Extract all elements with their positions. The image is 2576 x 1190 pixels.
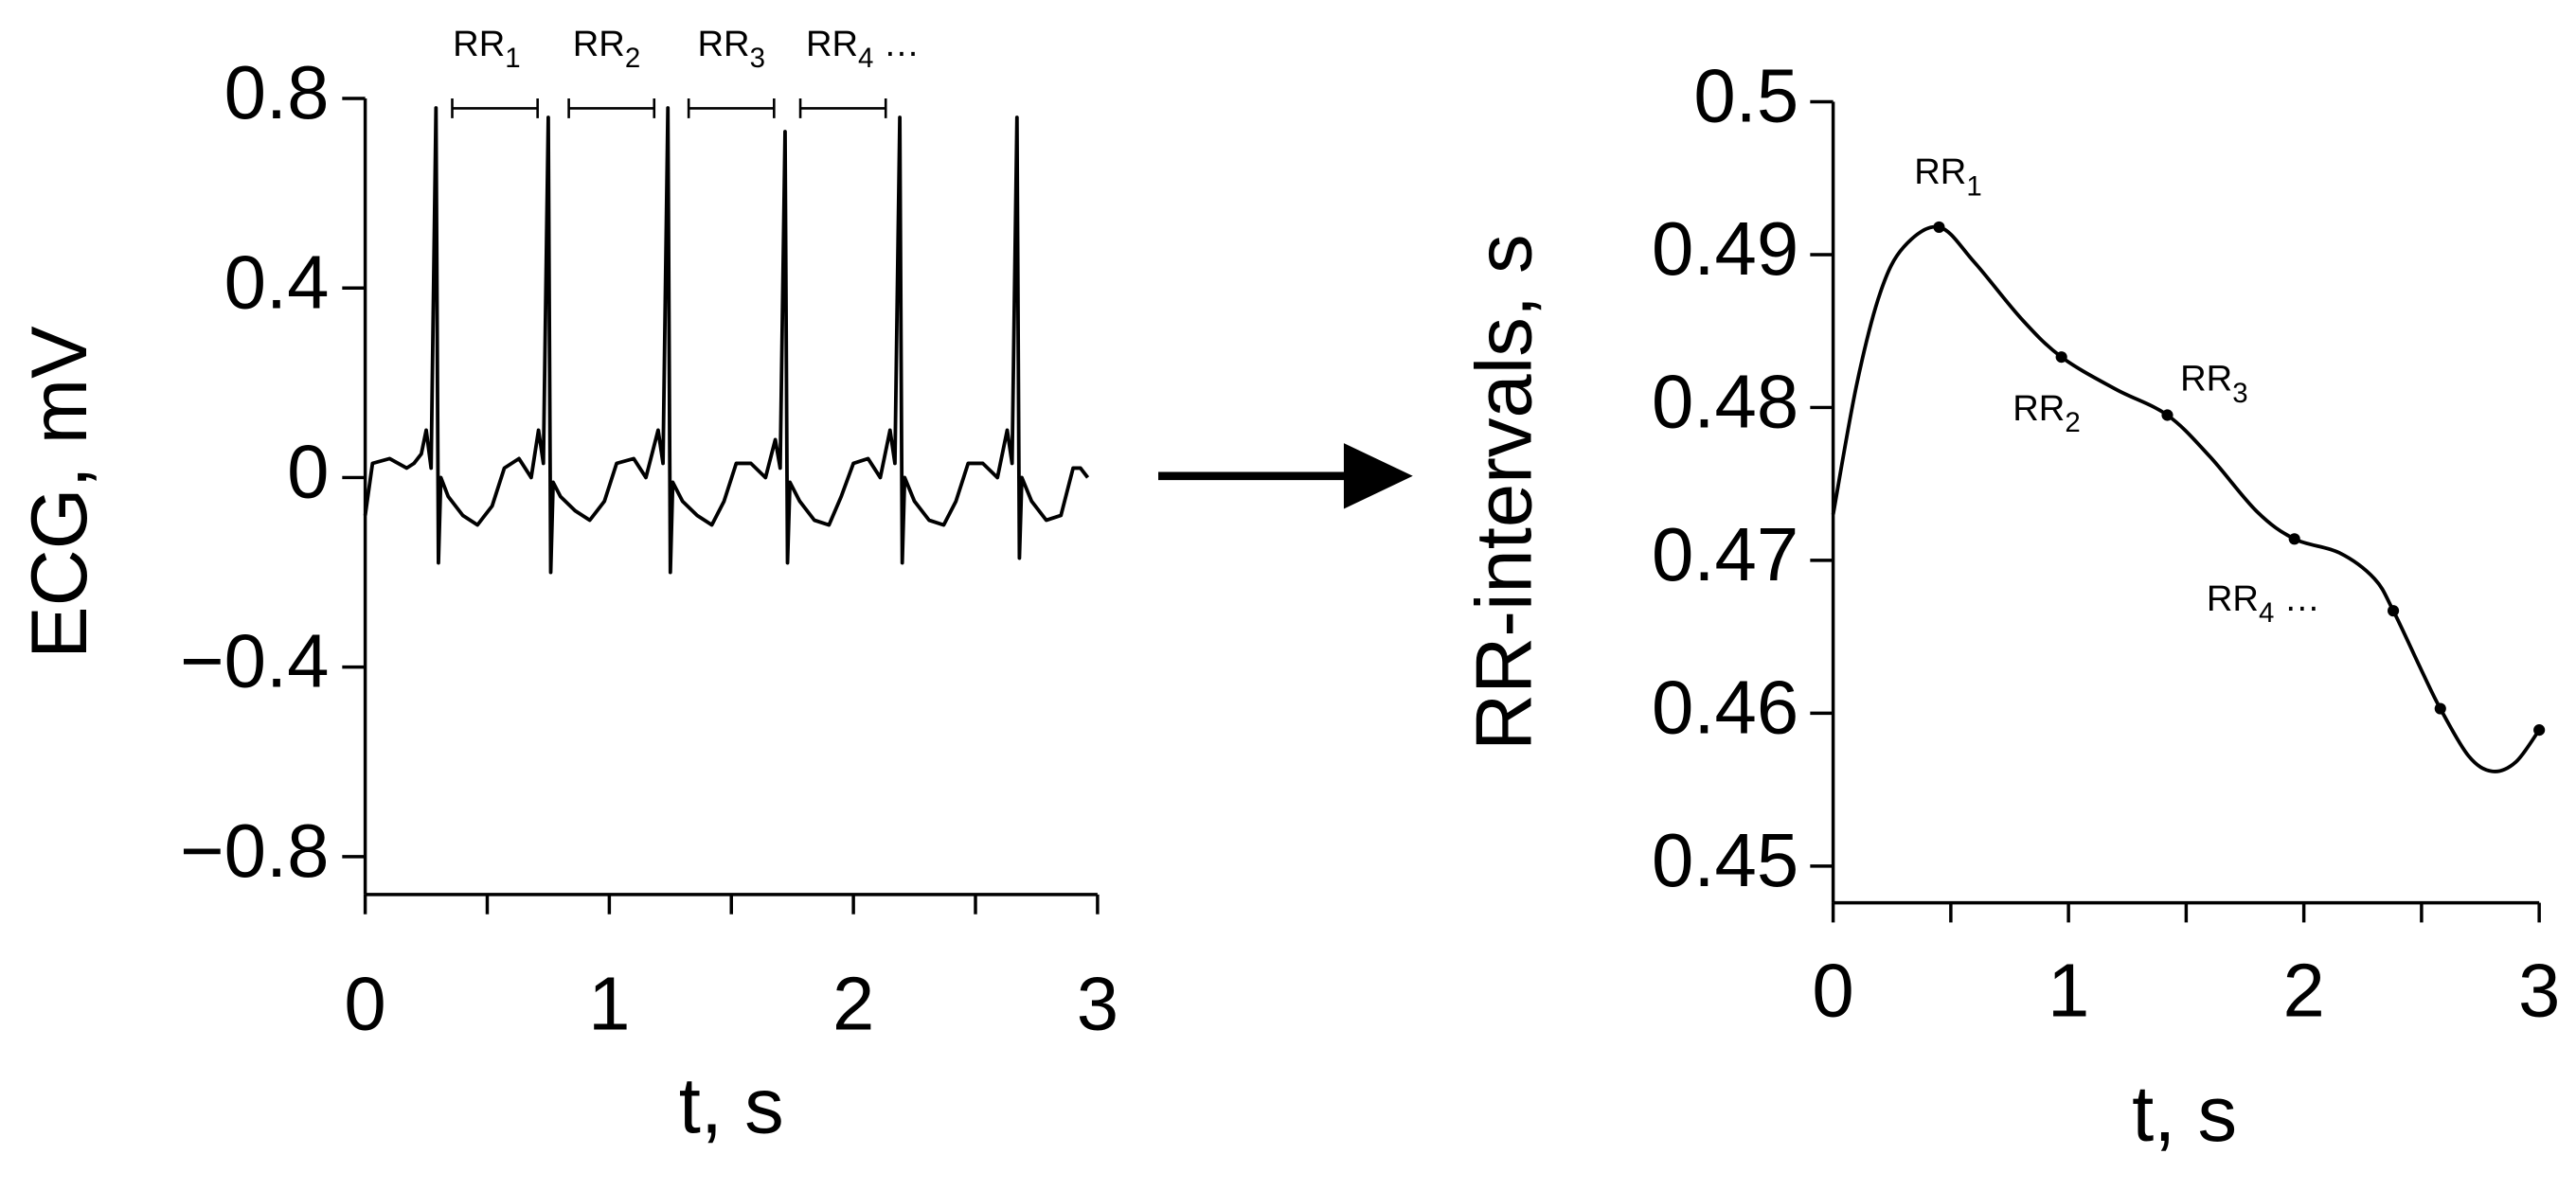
- annotation-subscript: 4: [858, 43, 873, 74]
- y-tick-label: 0.46: [1652, 665, 1798, 749]
- annotation-text: RR: [573, 24, 625, 64]
- y-tick-label: −0.8: [180, 808, 329, 893]
- data-point: [2055, 351, 2067, 364]
- data-line: [1831, 224, 2541, 773]
- x-axis-title: t, s: [2132, 1070, 2237, 1158]
- annotation-suffix: …: [2284, 578, 2320, 619]
- y-tick-label: 0.49: [1652, 206, 1798, 291]
- data-point: [2533, 724, 2546, 737]
- annotation-subscript: 1: [505, 43, 520, 74]
- x-tick-label: 2: [832, 961, 874, 1045]
- annotation-subscript: 4: [2259, 597, 2274, 629]
- data-point: [1933, 221, 1945, 233]
- annotation-subscript: 2: [2065, 407, 2080, 438]
- interval-bracket: [451, 98, 539, 118]
- data-point: [2388, 605, 2400, 617]
- data-point: [2161, 409, 2174, 421]
- interval-bracket: [687, 98, 776, 118]
- y-tick-label: 0: [287, 430, 329, 514]
- x-tick-label: 1: [588, 961, 630, 1045]
- y-tick-label: 0.8: [224, 50, 330, 134]
- y-tick-label: 0.45: [1652, 818, 1798, 902]
- x-axis-title: t, s: [679, 1061, 784, 1149]
- annotation-text: RR: [2180, 359, 2232, 400]
- y-tick-label: 0.47: [1652, 512, 1798, 596]
- interval-bracket: [798, 98, 887, 118]
- data-point: [2288, 533, 2300, 545]
- x-tick-label: 2: [2282, 948, 2324, 1032]
- annotation-suffix: …: [884, 24, 920, 64]
- x-tick-label: 0: [344, 961, 385, 1045]
- annotation: RR1: [453, 24, 520, 74]
- annotation-text: RR: [1914, 151, 1966, 192]
- chart-panel: 0.45 0.46 0.47 0.48 0.49 0.5 0 1 2 3 t, s RR-interv…: [1460, 54, 2561, 1158]
- annotation-subscript: 2: [625, 43, 640, 74]
- annotation: RR4 …: [2207, 578, 2320, 629]
- y-tick-label: 0.4: [224, 240, 330, 324]
- x-tick-label: 3: [2518, 948, 2560, 1032]
- annotation: RR4 …: [806, 24, 920, 74]
- x-tick-label: 3: [1077, 961, 1118, 1045]
- annotation-text: RR: [2012, 388, 2065, 429]
- annotation: RR2: [573, 24, 640, 74]
- y-tick-label: 0.5: [1693, 54, 1798, 138]
- arrow-head: [1343, 443, 1413, 509]
- annotation: RR3: [698, 24, 765, 74]
- annotation-subscript: 3: [750, 43, 765, 74]
- y-axis-title: ECG, mV: [15, 326, 103, 659]
- data-point: [2434, 702, 2446, 715]
- annotation: RR3: [2180, 359, 2247, 409]
- y-axis-title: RR-intervals, s: [1460, 234, 1548, 751]
- annotation-text: RR: [698, 24, 750, 64]
- y-tick-label: 0.48: [1652, 359, 1798, 443]
- annotation-text: RR: [2207, 578, 2259, 619]
- data-line: [363, 106, 1090, 575]
- annotation-text: RR: [453, 24, 505, 64]
- y-tick-label: −0.4: [180, 619, 329, 703]
- annotation: RR1: [1914, 151, 1981, 202]
- annotation: RR2: [2012, 388, 2080, 438]
- arrow: [1158, 443, 1413, 509]
- x-tick-label: 0: [1812, 948, 1853, 1032]
- interval-bracket: [567, 98, 656, 118]
- annotation-subscript: 1: [1966, 170, 1981, 202]
- annotation-subscript: 3: [2232, 378, 2247, 409]
- x-tick-label: 1: [2048, 948, 2089, 1032]
- annotation-text: RR: [806, 24, 858, 64]
